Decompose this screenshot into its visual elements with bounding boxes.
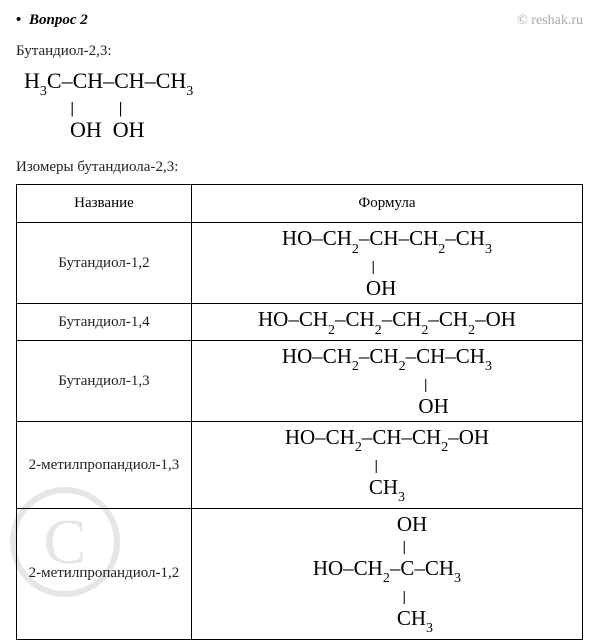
row-formula: HO–CH2–CH–CH2–OH | CH3 xyxy=(191,422,582,509)
main-formula: H3C–CH–CH–CH3 | |OH OH xyxy=(24,70,583,141)
row-formula: HO–CH2–CH2–CH–CH3 | OH xyxy=(191,341,582,422)
col-header-name: Название xyxy=(17,185,192,223)
row-name: Бутандиол-1,4 xyxy=(17,304,192,341)
table-row: 2-метилпропандиол-1,3 HO–CH2–CH–CH2–OH |… xyxy=(17,422,583,509)
row-name: Бутандиол-1,2 xyxy=(17,223,192,304)
bullet-icon: • xyxy=(16,12,21,28)
isomers-label: Изомеры бутандиола-2,3: xyxy=(16,159,583,176)
row-formula: HO–CH2–CH–CH2–CH3 | OH xyxy=(191,223,582,304)
title-text: Вопрос 2 xyxy=(29,12,88,28)
row-formula: OH | HO–CH2–C–CH3 | CH3 xyxy=(191,509,582,640)
question-title: • Вопрос 2 xyxy=(16,12,88,29)
isomers-table: Название Формула Бутандиол-1,2 HO–CH2–CH… xyxy=(16,184,583,640)
copyright-text: © reshak.ru xyxy=(517,13,583,29)
page-content: • Вопрос 2 © reshak.ru Бутандиол-2,3: H3… xyxy=(16,12,583,640)
table-row: Бутандиол-1,3 HO–CH2–CH2–CH–CH3 | OH xyxy=(17,341,583,422)
formula-line-1: H3C–CH–CH–CH3 xyxy=(24,70,583,97)
table-row: Бутандиол-1,4 HO–CH2–CH2–CH2–CH2–OH xyxy=(17,304,583,341)
row-name: Бутандиол-1,3 xyxy=(17,341,192,422)
row-name: 2-метилпропандиол-1,2 xyxy=(17,509,192,640)
col-header-formula: Формула xyxy=(191,185,582,223)
formula-line-2: | |OH OH xyxy=(24,97,583,141)
row-formula: HO–CH2–CH2–CH2–CH2–OH xyxy=(191,304,582,341)
main-compound-name: Бутандиол-2,3: xyxy=(16,43,583,60)
header-row: • Вопрос 2 © reshak.ru xyxy=(16,12,583,29)
table-row: Бутандиол-1,2 HO–CH2–CH–CH2–CH3 | OH xyxy=(17,223,583,304)
row-name: 2-метилпропандиол-1,3 xyxy=(17,422,192,509)
table-header-row: Название Формула xyxy=(17,185,583,223)
table-row: 2-метилпропандиол-1,2 OH | HO–CH2–C–CH3 … xyxy=(17,509,583,640)
